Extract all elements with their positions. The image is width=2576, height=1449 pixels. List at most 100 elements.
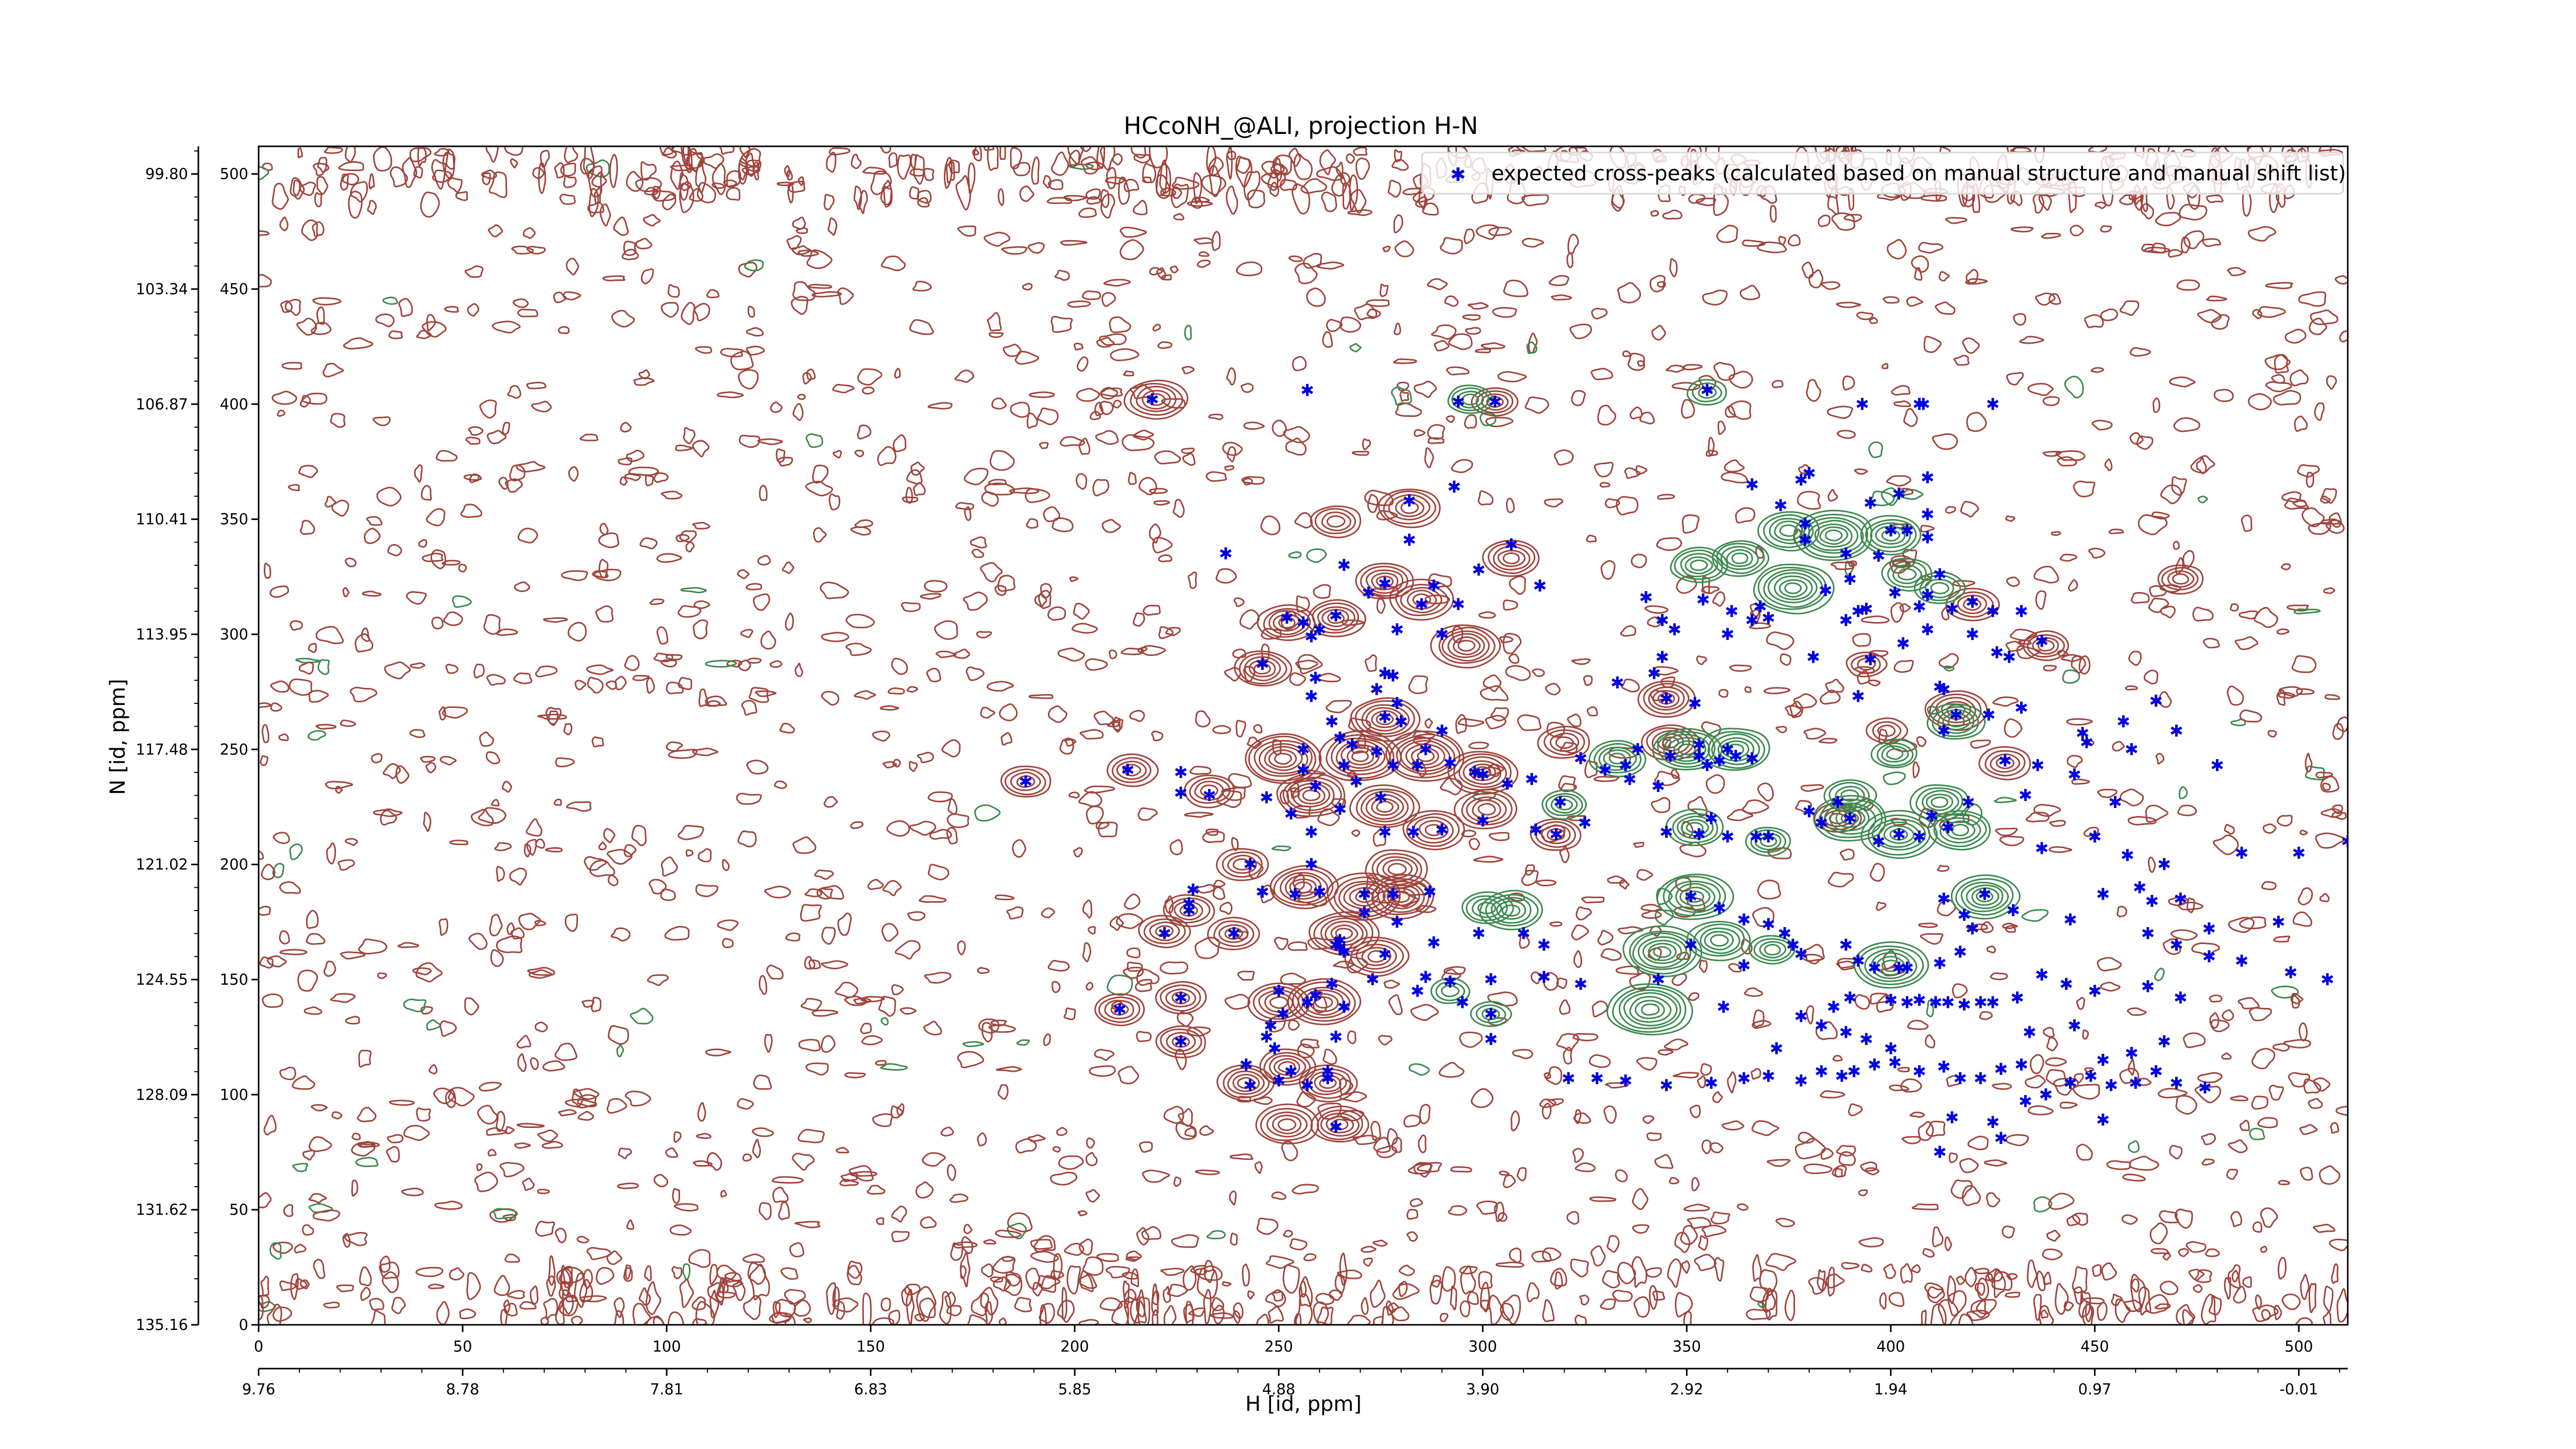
noise-contour bbox=[308, 1193, 327, 1204]
noise-contour bbox=[1765, 1253, 1797, 1271]
plot-area: ✱ ✱✱ ✱✱✱ ✱✱ ✱✱✱✱✱✱✱✱✱ ✱✱✱✱ ✱✱ ✱✱✱✱✱ ✱✱✱ ✱✱✱✱✱✱ ✱ ✱ ✱… bbox=[259, 146, 2348, 1325]
noise-contour bbox=[665, 654, 683, 661]
noise-contour bbox=[1570, 1258, 1589, 1277]
cross-peak-marker: ✱ bbox=[1794, 470, 1808, 490]
noise-contour bbox=[416, 1107, 431, 1122]
noise-contour bbox=[1382, 245, 1391, 252]
noise-contour bbox=[758, 1202, 772, 1220]
positive-peak-contour bbox=[1453, 788, 1517, 830]
cross-peak-marker: ✱ bbox=[1884, 1039, 1898, 1058]
noise-contour bbox=[2150, 1248, 2170, 1254]
cross-peak-marker: ✱ bbox=[1982, 705, 1996, 724]
cross-peak-marker: ✱ bbox=[1390, 912, 1404, 932]
noise-contour bbox=[1880, 487, 1899, 506]
noise-contour bbox=[1952, 983, 1968, 999]
noise-contour bbox=[588, 188, 599, 217]
noise-contour bbox=[1292, 183, 1311, 215]
noise-contour bbox=[1729, 664, 1752, 672]
noise-contour bbox=[1549, 921, 1563, 927]
noise-contour bbox=[1883, 771, 1906, 785]
noise-contour bbox=[632, 675, 650, 681]
cross-peak-marker: ✱ bbox=[1684, 887, 1698, 906]
noise-contour bbox=[2264, 354, 2291, 370]
noise-contour bbox=[901, 602, 921, 612]
noise-contour bbox=[403, 998, 427, 1013]
noise-contour bbox=[1451, 459, 1473, 474]
noise-contour bbox=[1427, 424, 1445, 440]
noise-contour bbox=[1443, 966, 1466, 975]
noise-contour bbox=[1800, 784, 1824, 792]
noise-contour bbox=[1296, 595, 1310, 613]
cross-peak-marker: ✱ bbox=[1304, 627, 1318, 646]
noise-contour bbox=[917, 190, 932, 204]
cross-peak-marker: ✱ bbox=[1949, 705, 1963, 724]
noise-contour bbox=[1632, 1224, 1650, 1234]
noise-contour bbox=[939, 1291, 952, 1325]
noise-contour bbox=[2005, 1291, 2021, 1298]
cross-peak-marker: ✱ bbox=[2063, 910, 2077, 930]
noise-contour bbox=[323, 961, 336, 977]
noise-contour bbox=[290, 177, 305, 200]
noise-contour bbox=[1808, 1277, 1827, 1295]
noise-contour bbox=[428, 1284, 445, 1289]
noise-contour bbox=[1698, 1235, 1708, 1251]
noise-contour bbox=[1911, 1264, 1921, 1273]
noise-contour bbox=[2238, 997, 2260, 1009]
noise-contour bbox=[1548, 275, 1569, 287]
negative-peak-contour bbox=[1913, 571, 1966, 604]
noise-contour bbox=[705, 695, 727, 707]
cross-peak-marker: ✱ bbox=[2010, 988, 2024, 1008]
noise-contour bbox=[946, 813, 970, 829]
positive-peak-contour bbox=[1257, 604, 1316, 641]
noise-contour bbox=[1794, 1137, 1826, 1159]
noise-contour bbox=[1607, 875, 1625, 884]
noise-contour bbox=[1132, 429, 1155, 441]
noise-contour bbox=[1193, 172, 1202, 204]
noise-contour bbox=[1726, 808, 1754, 821]
negative-peak-contour bbox=[1860, 810, 1938, 859]
noise-contour bbox=[1136, 1289, 1146, 1318]
noise-contour bbox=[2096, 1301, 2108, 1321]
cross-peak-marker: ✱ bbox=[1839, 611, 1853, 630]
positive-peak-contour bbox=[1945, 587, 2000, 621]
positive-peak-contour bbox=[1000, 765, 1052, 798]
noise-contour bbox=[1206, 471, 1227, 482]
cross-peak-marker: ✱ bbox=[1986, 601, 2000, 621]
noise-contour bbox=[1999, 835, 2025, 847]
noise-contour bbox=[2090, 367, 2104, 373]
noise-contour bbox=[1455, 714, 1467, 734]
noise-contour bbox=[1152, 324, 1161, 332]
noise-contour bbox=[688, 148, 703, 172]
noise-contour bbox=[2002, 1225, 2015, 1239]
noise-contour bbox=[1364, 654, 1377, 672]
noise-contour bbox=[682, 1263, 691, 1281]
noise-contour bbox=[1937, 865, 1950, 872]
noise-contour bbox=[1749, 622, 1771, 630]
cross-peak-marker: ✱ bbox=[1504, 535, 1518, 554]
noise-contour bbox=[2119, 300, 2140, 316]
noise-contour bbox=[1076, 356, 1089, 372]
cross-peak-marker: ✱ bbox=[1329, 935, 1343, 955]
noise-contour bbox=[1801, 953, 1823, 965]
cross-peak-marker: ✱ bbox=[1390, 694, 1404, 713]
positive-peak-contour bbox=[1978, 746, 2031, 781]
x-ppm-tick-label: 8.78 bbox=[446, 1380, 480, 1398]
noise-contour bbox=[642, 214, 661, 227]
noise-contour bbox=[1899, 603, 1911, 613]
noise-contour bbox=[784, 165, 790, 178]
noise-contour bbox=[1156, 174, 1171, 199]
noise-contour bbox=[989, 332, 1004, 338]
noise-contour bbox=[1710, 1211, 1731, 1225]
noise-contour bbox=[2251, 1096, 2268, 1110]
cross-peak-marker: ✱ bbox=[1794, 1071, 1808, 1091]
noise-contour bbox=[965, 666, 985, 681]
positive-peak-contour bbox=[1482, 540, 1540, 577]
noise-contour bbox=[503, 1303, 518, 1317]
noise-contour bbox=[1615, 965, 1640, 975]
noise-contour bbox=[464, 997, 479, 1016]
noise-contour bbox=[423, 812, 432, 832]
noise-contour bbox=[1907, 1020, 1929, 1030]
noise-contour bbox=[485, 751, 501, 765]
noise-contour bbox=[1551, 294, 1572, 301]
noise-contour bbox=[623, 1267, 633, 1282]
